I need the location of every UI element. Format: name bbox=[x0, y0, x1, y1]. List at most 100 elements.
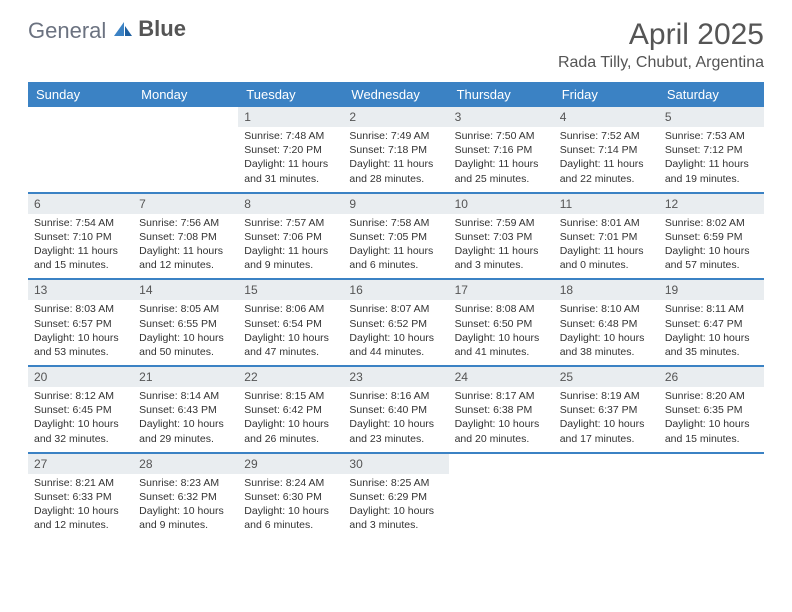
sunrise-text: Sunrise: 8:23 AM bbox=[139, 476, 232, 490]
day-details: Sunrise: 8:05 AMSunset: 6:55 PMDaylight:… bbox=[133, 300, 238, 365]
day-details: Sunrise: 8:14 AMSunset: 6:43 PMDaylight:… bbox=[133, 387, 238, 452]
daylight-text: Daylight: 10 hours and 35 minutes. bbox=[665, 331, 758, 359]
day-details: Sunrise: 8:01 AMSunset: 7:01 PMDaylight:… bbox=[554, 214, 659, 279]
sunset-text: Sunset: 6:37 PM bbox=[560, 403, 653, 417]
calendar-week-row: 6Sunrise: 7:54 AMSunset: 7:10 PMDaylight… bbox=[28, 193, 764, 280]
sunset-text: Sunset: 6:32 PM bbox=[139, 490, 232, 504]
day-number: 14 bbox=[133, 280, 238, 300]
daylight-text: Daylight: 11 hours and 25 minutes. bbox=[455, 157, 548, 185]
weekday-header: Friday bbox=[554, 82, 659, 107]
weekday-header: Tuesday bbox=[238, 82, 343, 107]
sunrise-text: Sunrise: 7:49 AM bbox=[349, 129, 442, 143]
day-details: Sunrise: 8:17 AMSunset: 6:38 PMDaylight:… bbox=[449, 387, 554, 452]
sunrise-text: Sunrise: 8:21 AM bbox=[34, 476, 127, 490]
day-number: 28 bbox=[133, 454, 238, 474]
day-details: Sunrise: 8:07 AMSunset: 6:52 PMDaylight:… bbox=[343, 300, 448, 365]
day-details: Sunrise: 7:58 AMSunset: 7:05 PMDaylight:… bbox=[343, 214, 448, 279]
day-details: Sunrise: 8:15 AMSunset: 6:42 PMDaylight:… bbox=[238, 387, 343, 452]
calendar-empty-cell bbox=[28, 107, 133, 193]
sunset-text: Sunset: 6:47 PM bbox=[665, 317, 758, 331]
daylight-text: Daylight: 11 hours and 12 minutes. bbox=[139, 244, 232, 272]
day-number: 24 bbox=[449, 367, 554, 387]
calendar-day-cell: 25Sunrise: 8:19 AMSunset: 6:37 PMDayligh… bbox=[554, 366, 659, 453]
sunset-text: Sunset: 7:12 PM bbox=[665, 143, 758, 157]
sunset-text: Sunset: 6:54 PM bbox=[244, 317, 337, 331]
daylight-text: Daylight: 10 hours and 38 minutes. bbox=[560, 331, 653, 359]
calendar-empty-cell bbox=[449, 453, 554, 539]
day-number: 3 bbox=[449, 107, 554, 127]
sunrise-text: Sunrise: 8:03 AM bbox=[34, 302, 127, 316]
sunset-text: Sunset: 6:59 PM bbox=[665, 230, 758, 244]
daylight-text: Daylight: 10 hours and 32 minutes. bbox=[34, 417, 127, 445]
sunrise-text: Sunrise: 7:56 AM bbox=[139, 216, 232, 230]
sunrise-text: Sunrise: 8:15 AM bbox=[244, 389, 337, 403]
sunrise-text: Sunrise: 7:50 AM bbox=[455, 129, 548, 143]
day-number: 17 bbox=[449, 280, 554, 300]
sunset-text: Sunset: 6:55 PM bbox=[139, 317, 232, 331]
title-block: April 2025 Rada Tilly, Chubut, Argentina bbox=[558, 18, 764, 72]
daylight-text: Daylight: 11 hours and 9 minutes. bbox=[244, 244, 337, 272]
calendar-empty-cell bbox=[554, 453, 659, 539]
day-number: 16 bbox=[343, 280, 448, 300]
sunset-text: Sunset: 7:10 PM bbox=[34, 230, 127, 244]
day-details: Sunrise: 8:19 AMSunset: 6:37 PMDaylight:… bbox=[554, 387, 659, 452]
calendar-day-cell: 23Sunrise: 8:16 AMSunset: 6:40 PMDayligh… bbox=[343, 366, 448, 453]
day-number: 9 bbox=[343, 194, 448, 214]
day-details: Sunrise: 8:10 AMSunset: 6:48 PMDaylight:… bbox=[554, 300, 659, 365]
day-number: 27 bbox=[28, 454, 133, 474]
sunrise-text: Sunrise: 8:25 AM bbox=[349, 476, 442, 490]
calendar-day-cell: 7Sunrise: 7:56 AMSunset: 7:08 PMDaylight… bbox=[133, 193, 238, 280]
day-details: Sunrise: 8:23 AMSunset: 6:32 PMDaylight:… bbox=[133, 474, 238, 539]
sunrise-text: Sunrise: 8:12 AM bbox=[34, 389, 127, 403]
daylight-text: Daylight: 10 hours and 26 minutes. bbox=[244, 417, 337, 445]
day-number: 19 bbox=[659, 280, 764, 300]
calendar-day-cell: 8Sunrise: 7:57 AMSunset: 7:06 PMDaylight… bbox=[238, 193, 343, 280]
calendar-body: 1Sunrise: 7:48 AMSunset: 7:20 PMDaylight… bbox=[28, 107, 764, 538]
calendar-week-row: 13Sunrise: 8:03 AMSunset: 6:57 PMDayligh… bbox=[28, 279, 764, 366]
day-details: Sunrise: 7:54 AMSunset: 7:10 PMDaylight:… bbox=[28, 214, 133, 279]
brand-logo: General Blue bbox=[28, 18, 186, 44]
day-number: 29 bbox=[238, 454, 343, 474]
day-details: Sunrise: 8:12 AMSunset: 6:45 PMDaylight:… bbox=[28, 387, 133, 452]
sunset-text: Sunset: 6:29 PM bbox=[349, 490, 442, 504]
daylight-text: Daylight: 10 hours and 57 minutes. bbox=[665, 244, 758, 272]
day-details: Sunrise: 8:03 AMSunset: 6:57 PMDaylight:… bbox=[28, 300, 133, 365]
day-number: 11 bbox=[554, 194, 659, 214]
sunset-text: Sunset: 6:57 PM bbox=[34, 317, 127, 331]
calendar-day-cell: 14Sunrise: 8:05 AMSunset: 6:55 PMDayligh… bbox=[133, 279, 238, 366]
day-details: Sunrise: 7:49 AMSunset: 7:18 PMDaylight:… bbox=[343, 127, 448, 192]
sunrise-text: Sunrise: 7:53 AM bbox=[665, 129, 758, 143]
day-number: 18 bbox=[554, 280, 659, 300]
calendar-day-cell: 30Sunrise: 8:25 AMSunset: 6:29 PMDayligh… bbox=[343, 453, 448, 539]
day-number: 21 bbox=[133, 367, 238, 387]
daylight-text: Daylight: 11 hours and 31 minutes. bbox=[244, 157, 337, 185]
sunset-text: Sunset: 7:05 PM bbox=[349, 230, 442, 244]
sunrise-text: Sunrise: 7:58 AM bbox=[349, 216, 442, 230]
day-details: Sunrise: 8:25 AMSunset: 6:29 PMDaylight:… bbox=[343, 474, 448, 539]
day-number: 8 bbox=[238, 194, 343, 214]
sail-icon bbox=[112, 18, 134, 44]
sunrise-text: Sunrise: 8:05 AM bbox=[139, 302, 232, 316]
daylight-text: Daylight: 10 hours and 47 minutes. bbox=[244, 331, 337, 359]
day-number: 20 bbox=[28, 367, 133, 387]
location-subtitle: Rada Tilly, Chubut, Argentina bbox=[558, 54, 764, 72]
calendar-day-cell: 1Sunrise: 7:48 AMSunset: 7:20 PMDaylight… bbox=[238, 107, 343, 193]
sunrise-text: Sunrise: 8:02 AM bbox=[665, 216, 758, 230]
sunset-text: Sunset: 7:01 PM bbox=[560, 230, 653, 244]
sunset-text: Sunset: 6:52 PM bbox=[349, 317, 442, 331]
day-number: 13 bbox=[28, 280, 133, 300]
day-number: 6 bbox=[28, 194, 133, 214]
daylight-text: Daylight: 10 hours and 50 minutes. bbox=[139, 331, 232, 359]
month-title: April 2025 bbox=[558, 18, 764, 52]
day-details: Sunrise: 8:02 AMSunset: 6:59 PMDaylight:… bbox=[659, 214, 764, 279]
daylight-text: Daylight: 10 hours and 9 minutes. bbox=[139, 504, 232, 532]
day-details: Sunrise: 8:11 AMSunset: 6:47 PMDaylight:… bbox=[659, 300, 764, 365]
daylight-text: Daylight: 10 hours and 12 minutes. bbox=[34, 504, 127, 532]
sunrise-text: Sunrise: 8:24 AM bbox=[244, 476, 337, 490]
sunset-text: Sunset: 7:08 PM bbox=[139, 230, 232, 244]
sunrise-text: Sunrise: 8:07 AM bbox=[349, 302, 442, 316]
calendar-table: SundayMondayTuesdayWednesdayThursdayFrid… bbox=[28, 82, 764, 538]
calendar-week-row: 1Sunrise: 7:48 AMSunset: 7:20 PMDaylight… bbox=[28, 107, 764, 193]
day-number: 5 bbox=[659, 107, 764, 127]
calendar-week-row: 27Sunrise: 8:21 AMSunset: 6:33 PMDayligh… bbox=[28, 453, 764, 539]
